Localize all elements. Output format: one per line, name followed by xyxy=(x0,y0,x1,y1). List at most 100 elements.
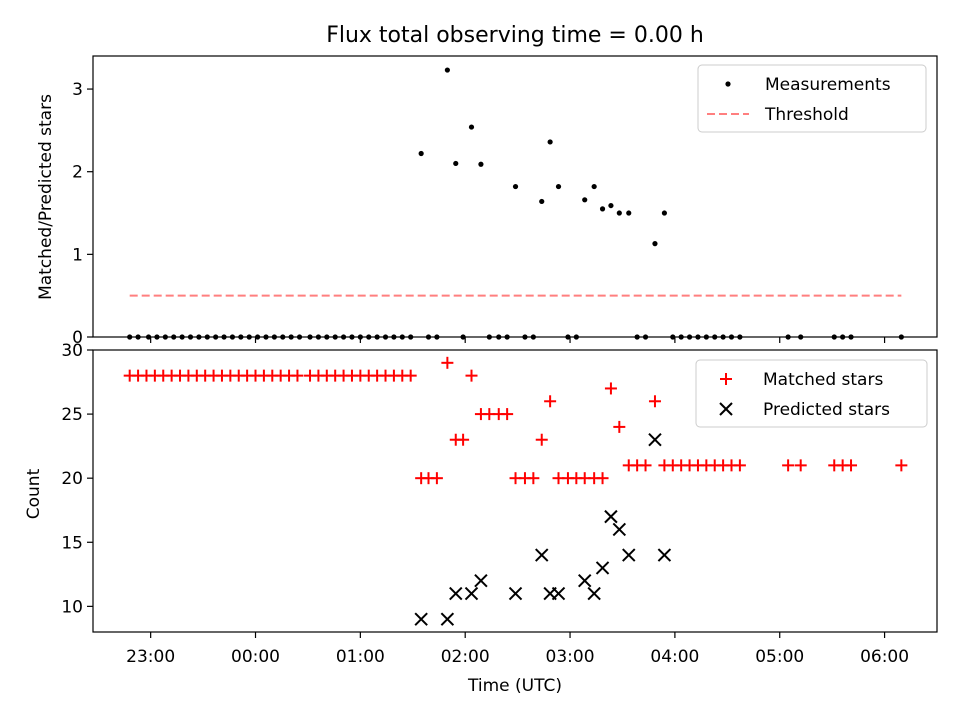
measurement-point xyxy=(652,241,658,247)
measurement-point xyxy=(418,150,424,157)
measurement-point xyxy=(204,334,210,340)
measurement-point xyxy=(565,334,571,340)
measurement-point xyxy=(127,334,133,340)
predicted-star-point xyxy=(440,612,455,626)
measurement-point xyxy=(599,206,606,212)
x-tick-label: 03:00 xyxy=(546,647,595,667)
measurement-point xyxy=(434,334,440,340)
matched-star-point xyxy=(895,459,908,472)
predicted-star-point xyxy=(578,574,592,588)
measurement-point xyxy=(221,334,227,340)
y-tick-label: 25 xyxy=(61,405,83,425)
measurement-point xyxy=(547,139,553,145)
measurement-point xyxy=(382,334,389,340)
matched-star-point xyxy=(733,459,746,472)
measurement-point xyxy=(504,334,510,340)
measurement-point xyxy=(626,210,632,216)
top-panel: 0 1 2 3 Matched/Predicted stars Measurement… xyxy=(36,55,938,348)
measurement-point xyxy=(661,210,668,216)
measurement-point xyxy=(486,334,492,340)
legend-threshold-label: Threshold xyxy=(764,105,849,125)
predicted-star-point xyxy=(464,586,479,601)
matched-star-point xyxy=(604,382,617,395)
measurement-point xyxy=(145,334,152,340)
measurement-point xyxy=(582,197,588,203)
measurement-point xyxy=(840,334,846,340)
measurement-point xyxy=(703,334,709,340)
predicted-star-point xyxy=(622,548,636,562)
measurement-point xyxy=(785,334,791,340)
top-legend: Measurements Threshold xyxy=(697,64,927,133)
measurement-point xyxy=(678,334,684,340)
predicted-star-point xyxy=(551,586,566,601)
measurement-point xyxy=(539,198,545,205)
measurement-point xyxy=(573,334,579,340)
matched-star-point xyxy=(648,395,661,408)
measurement-point xyxy=(332,334,338,340)
predicted-star-point xyxy=(604,509,618,524)
matched-star-point xyxy=(527,472,540,485)
bottom-y-ticks: 10 15 20 25 30 xyxy=(61,341,93,617)
matched-star-point xyxy=(544,395,557,408)
bottom-series-marks xyxy=(123,356,908,626)
measurement-point xyxy=(288,334,294,340)
measurement-point xyxy=(408,334,414,340)
matched-star-point xyxy=(457,433,470,446)
y-tick-label: 2 xyxy=(72,163,83,183)
predicted-star-point xyxy=(414,612,428,626)
y-tick-label: 20 xyxy=(61,469,83,489)
measurement-point xyxy=(349,334,355,340)
measurement-point xyxy=(366,334,372,340)
measurement-point xyxy=(399,334,405,340)
measurement-point xyxy=(522,334,528,340)
measurement-point xyxy=(196,334,202,340)
x-tick-label: 23:00 xyxy=(126,647,175,667)
predicted-star-point xyxy=(612,522,627,537)
measurement-point xyxy=(695,334,701,340)
y-tick-label: 10 xyxy=(61,597,83,617)
measurement-point xyxy=(530,334,536,340)
matched-star-point xyxy=(535,433,548,446)
legend-matched-label: Matched stars xyxy=(763,370,883,390)
measurement-point xyxy=(720,334,726,340)
bottom-legend: Matched stars Predicted stars xyxy=(695,359,928,428)
measurement-point xyxy=(686,334,693,340)
matched-star-point xyxy=(501,408,514,421)
y-tick-label: 3 xyxy=(72,80,83,100)
top-legend-frame xyxy=(697,64,927,133)
predicted-star-point xyxy=(657,548,672,562)
measurement-point xyxy=(280,334,286,340)
measurement-point xyxy=(263,334,269,340)
measurement-point xyxy=(238,334,244,340)
measurement-point xyxy=(478,161,484,167)
matched-star-point xyxy=(845,459,858,472)
measurement-point xyxy=(468,124,475,130)
matched-star-point xyxy=(639,459,652,472)
x-axis-label: Time (UTC) xyxy=(467,676,562,696)
measurement-point xyxy=(453,160,459,167)
measurement-point xyxy=(555,183,562,190)
legend-predicted-label: Predicted stars xyxy=(763,400,890,420)
bottom-panel: 10 15 20 25 30 23:00 00:00 01:00 02:00 03:00 04:0… xyxy=(24,341,938,696)
measurement-point xyxy=(798,334,804,340)
matched-star-point xyxy=(782,459,795,472)
predicted-star-point xyxy=(587,586,601,601)
x-tick-label: 05:00 xyxy=(755,647,804,667)
measurement-point xyxy=(374,334,380,340)
measurement-point xyxy=(324,334,330,340)
matched-star-point xyxy=(441,356,454,369)
measurement-point xyxy=(608,202,614,209)
bottom-x-ticks: 23:00 00:00 01:00 02:00 03:00 04:00 05:00 06:00 xyxy=(126,632,909,667)
matched-star-point xyxy=(465,369,478,382)
x-tick-label: 02:00 xyxy=(441,647,490,667)
measurement-point xyxy=(712,334,718,340)
bottom-y-axis-label: Count xyxy=(24,468,44,519)
measurement-point xyxy=(848,334,854,340)
matched-star-point xyxy=(613,420,626,433)
measurement-point xyxy=(307,334,313,340)
legend-predicted-marker xyxy=(719,402,733,416)
measurement-point xyxy=(271,334,277,340)
matched-star-point xyxy=(291,369,304,382)
measurement-point xyxy=(391,334,397,340)
